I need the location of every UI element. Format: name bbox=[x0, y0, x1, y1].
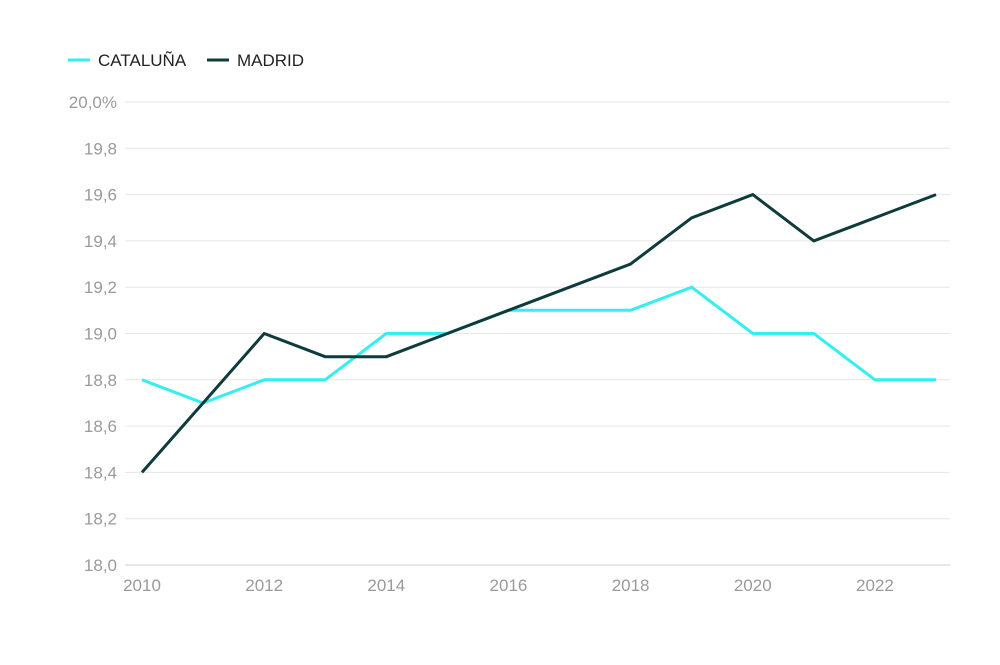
legend-label: CATALUÑA bbox=[98, 51, 187, 70]
y-tick-label: 18,2 bbox=[84, 510, 117, 529]
x-tick-label: 2014 bbox=[367, 576, 405, 595]
y-tick-label: 18,6 bbox=[84, 417, 117, 436]
y-tick-label: 18,4 bbox=[84, 463, 117, 482]
y-axis: 18,0 18,2 18,4 18,6 18,8 19,0 19,2 19,4 19,6 19,8… bbox=[69, 93, 117, 575]
series-lines bbox=[140, 192, 937, 474]
y-tick-label: 18,0 bbox=[84, 556, 117, 575]
y-tick-label: 19,2 bbox=[84, 278, 117, 297]
y-tick-label: 19,8 bbox=[84, 139, 117, 158]
x-tick-label: 2020 bbox=[734, 576, 772, 595]
x-tick-label: 2022 bbox=[856, 576, 894, 595]
x-tick-label: 2018 bbox=[612, 576, 650, 595]
legend: CATALUÑA MADRID bbox=[68, 51, 304, 70]
x-axis: 2010 2012 2014 2016 2018 2020 2022 bbox=[123, 576, 894, 595]
grid bbox=[125, 101, 950, 566]
y-tick-label: 19,6 bbox=[84, 186, 117, 205]
y-tick-label: 19,0 bbox=[84, 325, 117, 344]
y-tick-label: 20,0% bbox=[69, 93, 117, 112]
series-line-cataluna bbox=[141, 285, 936, 405]
x-tick-label: 2012 bbox=[245, 576, 283, 595]
legend-label: MADRID bbox=[237, 51, 304, 70]
y-tick-label: 18,8 bbox=[84, 371, 117, 390]
series-line-madrid bbox=[140, 192, 937, 474]
y-tick-label: 19,4 bbox=[84, 232, 117, 251]
x-tick-label: 2016 bbox=[490, 576, 528, 595]
x-tick-label: 2010 bbox=[123, 576, 161, 595]
